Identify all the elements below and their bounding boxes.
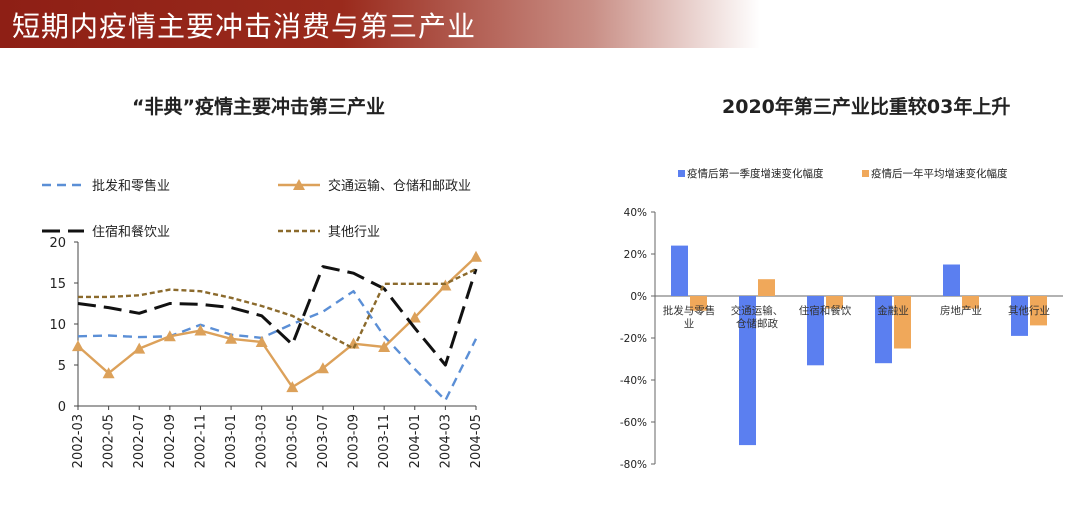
y-tick-label: 20	[49, 236, 66, 251]
x-tick-label: 2002-03	[71, 414, 86, 468]
y-tick-label: -60%	[620, 417, 647, 429]
x-tick-label: 2004-05	[469, 414, 484, 468]
x-tick-label: 2003-01	[224, 414, 239, 468]
bar-2	[1030, 296, 1047, 326]
category-label: 批发与零售业	[663, 304, 716, 330]
legend-marker-triangle	[293, 179, 305, 190]
data-point-triangle	[163, 330, 176, 342]
x-tick-label: 2004-03	[438, 414, 453, 468]
right-chart-title: 2020年第三产业比重较03年上升	[722, 96, 1011, 118]
y-tick-label: -80%	[620, 459, 647, 471]
bar-1	[1011, 296, 1028, 336]
category-label: 房地产业	[940, 304, 982, 317]
bar-1	[807, 296, 824, 366]
data-point-triangle	[102, 367, 115, 379]
bar-1	[875, 296, 892, 364]
x-tick-label: 2004-01	[408, 414, 423, 468]
bar-2	[962, 296, 979, 309]
data-point-triangle	[255, 336, 268, 348]
legend-label-1: 批发和零售业	[92, 178, 170, 194]
y-tick-label: 15	[49, 277, 66, 292]
x-tick-label: 2002-05	[102, 414, 117, 468]
y-tick-label: 0	[58, 400, 66, 415]
legend-label-3: 住宿和餐饮业	[92, 224, 170, 240]
category-label: 其他行业	[1008, 304, 1050, 317]
x-tick-label: 2003-03	[255, 414, 270, 468]
bar-1	[671, 245, 688, 296]
x-tick-label: 2002-07	[132, 414, 147, 468]
legend-label-2: 交通运输、仓储和邮政业	[328, 178, 471, 194]
growth-bar-chart: 疫情后第一季度增速变化幅度 疫情后一年平均增速变化幅度 40% 20% 0% -20% -4…	[620, 167, 1063, 471]
bar-1	[943, 264, 960, 296]
page-title: 短期内疫情主要冲击消费与第三产业	[12, 10, 477, 43]
bar-2	[826, 296, 843, 309]
data-point-triangle	[378, 340, 391, 352]
data-point-triangle	[194, 324, 207, 336]
series-line-1	[77, 289, 478, 402]
x-tick-label: 2002-09	[163, 414, 178, 468]
series-line-4	[78, 268, 477, 350]
y-tick-label: 20%	[624, 249, 647, 261]
y-tick-label: -20%	[620, 333, 647, 345]
bar-2	[758, 279, 775, 296]
legend-label-1: 疫情后第一季度增速变化幅度	[687, 167, 824, 180]
x-tick-label: 2003-07	[316, 414, 331, 468]
x-tick-label: 2003-11	[377, 414, 392, 468]
bar-2	[690, 296, 707, 311]
y-tick-label: 40%	[624, 207, 647, 219]
y-tick-label: 5	[58, 359, 66, 374]
category-label: 住宿和餐饮	[799, 304, 852, 317]
data-point-triangle	[133, 342, 146, 354]
bar-1	[739, 296, 756, 446]
y-tick-label: 0%	[630, 291, 647, 303]
title-banner: 短期内疫情主要冲击消费与第三产业	[0, 0, 760, 48]
y-tick-label: 10	[49, 318, 66, 333]
legend-label-2: 疫情后一年平均增速变化幅度	[871, 167, 1008, 180]
category-label: 交通运输、仓储邮政	[731, 304, 784, 330]
bar-2	[894, 296, 911, 349]
data-point-triangle	[72, 340, 84, 352]
category-label: 金融业	[877, 304, 909, 317]
legend-label-4: 其他行业	[328, 225, 380, 240]
data-point-triangle	[225, 332, 238, 344]
left-chart-title: “非典”疫情主要冲击第三产业	[132, 96, 385, 118]
data-point-triangle	[286, 381, 299, 393]
x-tick-label: 2003-05	[285, 414, 300, 468]
x-tick-label: 2002-11	[193, 414, 208, 468]
data-point-triangle	[316, 362, 329, 374]
x-tick-label: 2003-09	[347, 414, 362, 468]
legend-swatch-1	[678, 170, 685, 177]
data-point-triangle	[408, 311, 421, 323]
legend-swatch-2	[862, 170, 869, 177]
series-line-3	[77, 265, 478, 367]
data-point-triangle	[470, 250, 482, 262]
y-tick-label: -40%	[620, 375, 647, 387]
